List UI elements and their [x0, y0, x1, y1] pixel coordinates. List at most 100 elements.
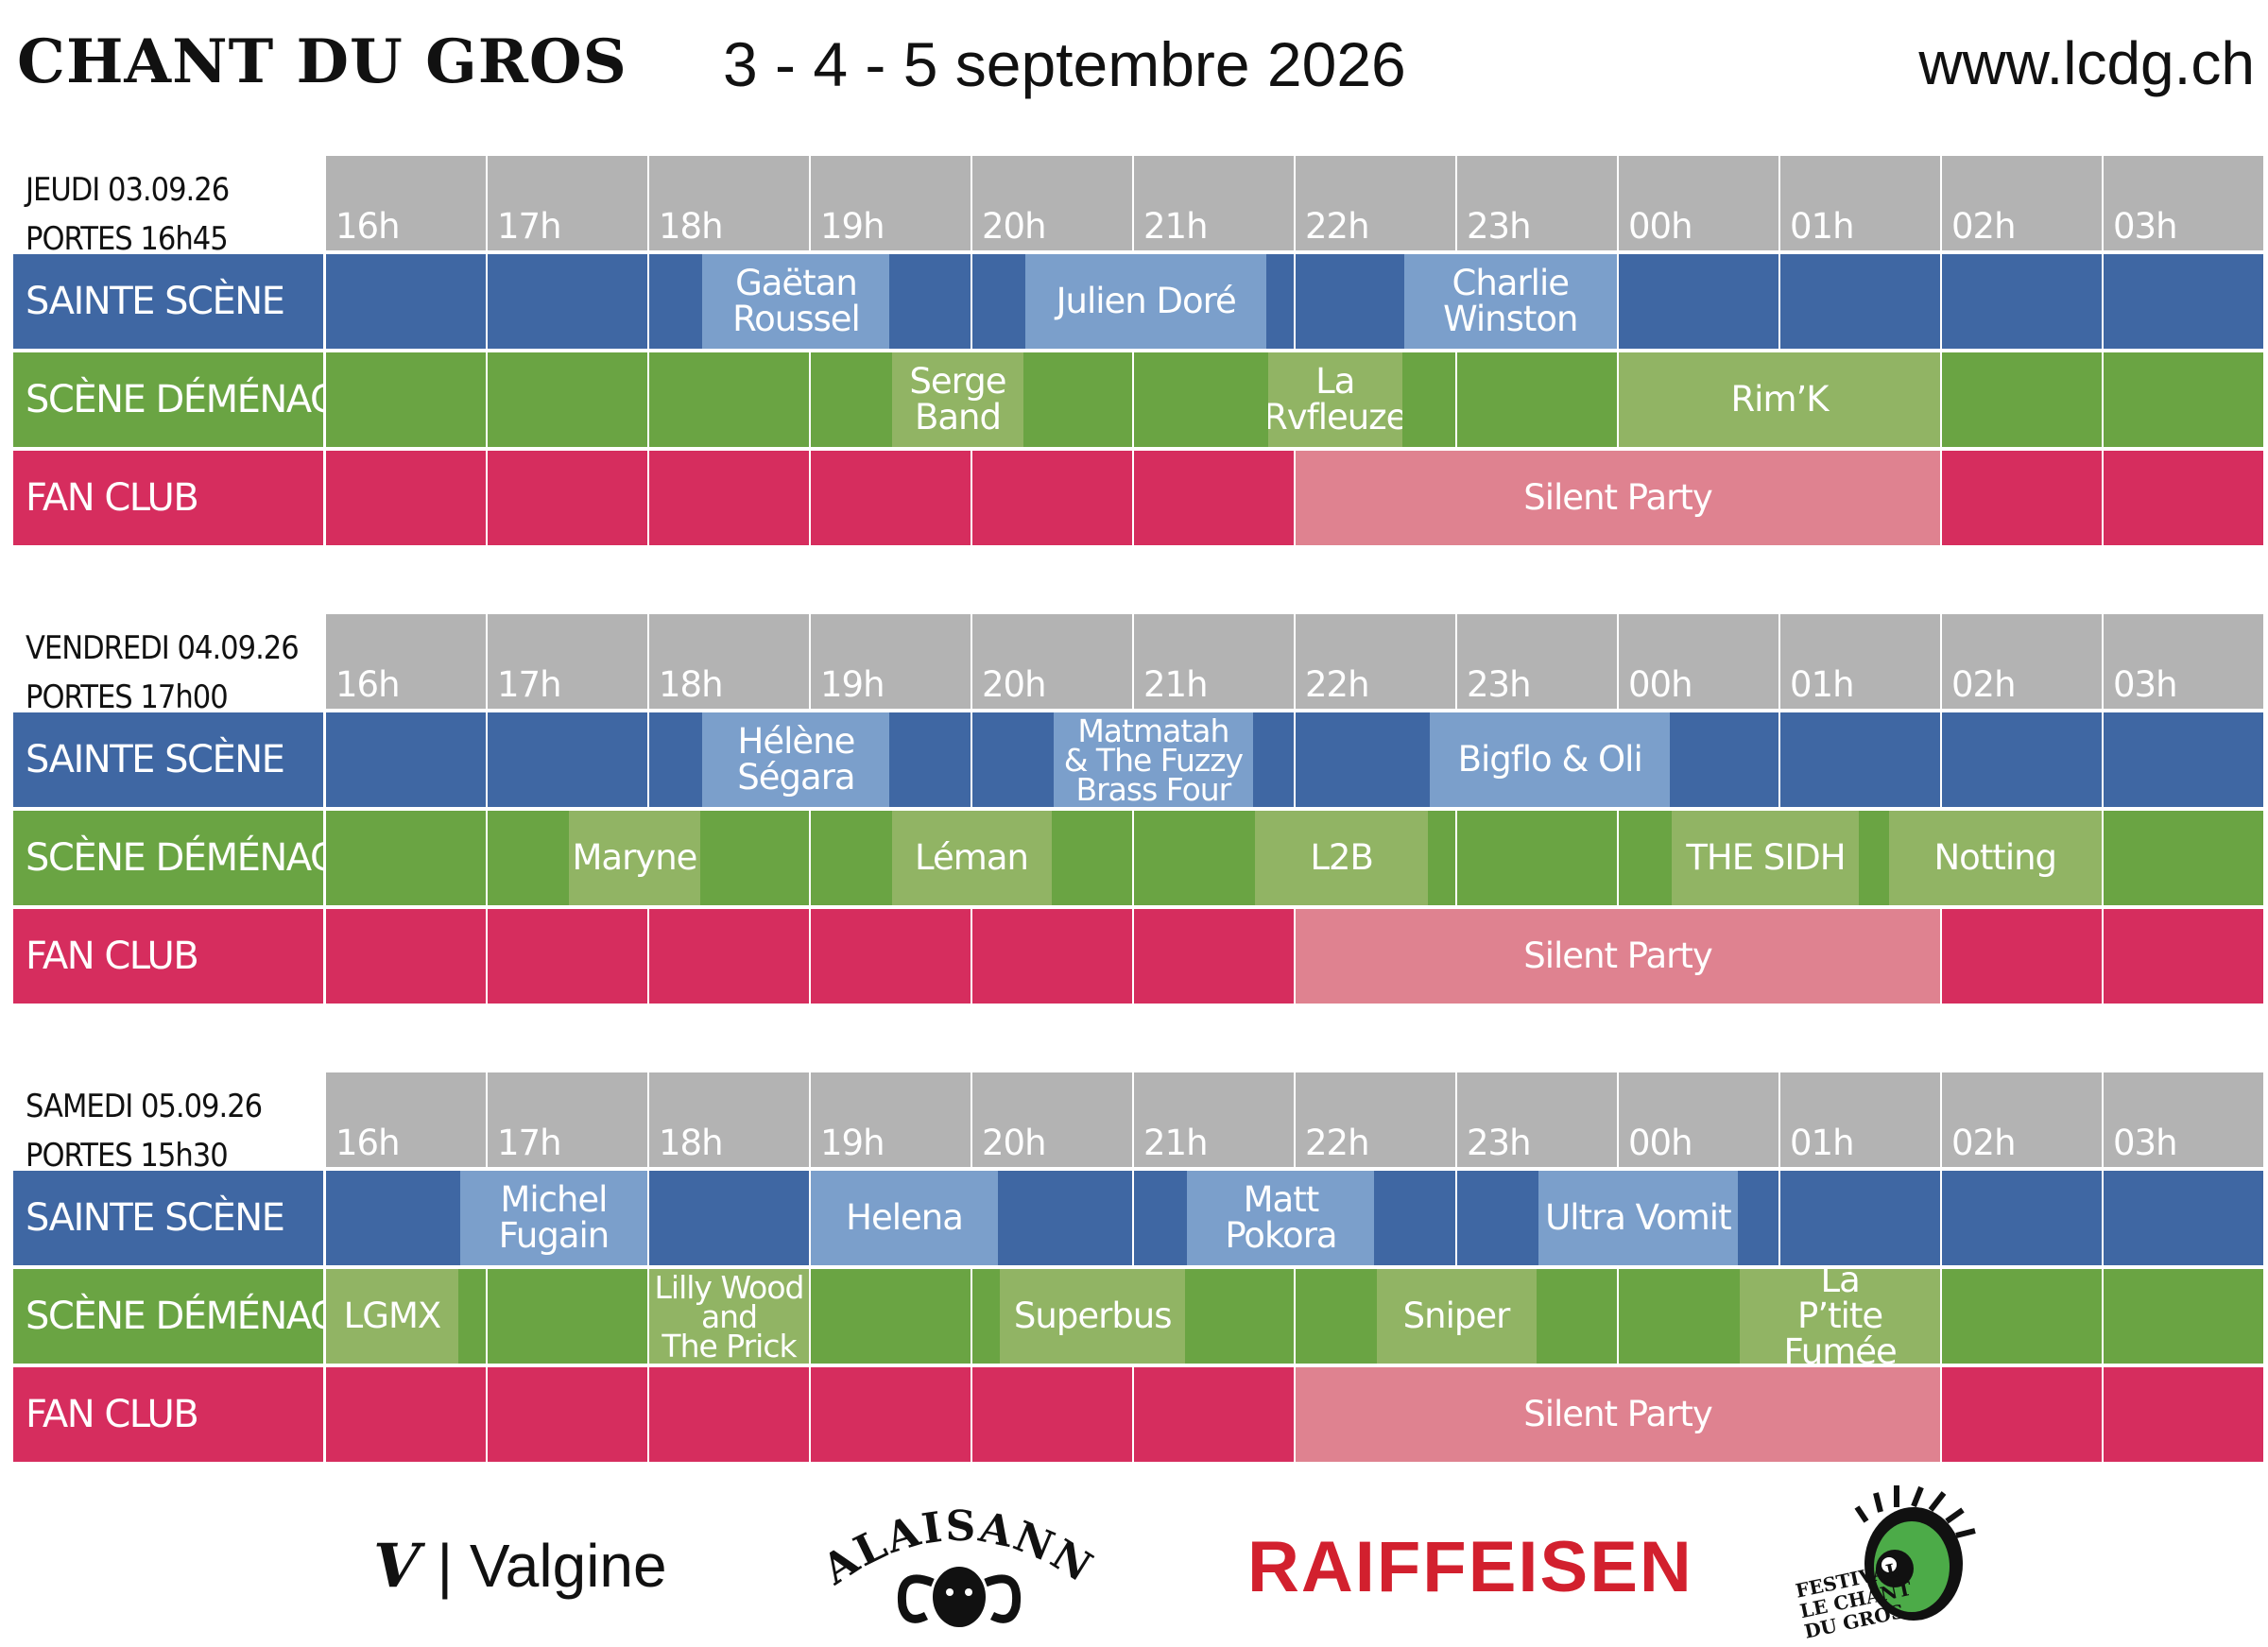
hour-header: 01h: [1780, 156, 1940, 250]
hour-header: 00h: [1619, 614, 1778, 709]
day-label: SAMEDI 05.09.26 PORTES 15h30: [26, 1082, 328, 1180]
hour-header: 16h: [326, 156, 486, 250]
valgine-logo: V | Valgine: [373, 1531, 667, 1602]
stage-row-demenage: SCÈNE DÉMÉNAGE LGMX Lilly Wood and The Pri…: [0, 1269, 2268, 1364]
performance-block[interactable]: Helena: [811, 1171, 999, 1265]
sponsors-bar: V | Valgine VALAISANNE RAIFFEISEN FESTIV…: [0, 1474, 2268, 1647]
stage-row-fanclub: FAN CLUB Silent Party: [0, 1367, 2268, 1462]
hour-header: 19h: [811, 156, 971, 250]
hour-label: 17h: [497, 206, 562, 247]
performance-block[interactable]: Silent Party: [1296, 451, 1940, 545]
raiffeisen-logo: RAIFFEISEN: [1247, 1527, 1693, 1607]
performance-block[interactable]: THE SIDH: [1672, 811, 1860, 905]
performance-block[interactable]: Rim’K: [1619, 352, 1940, 447]
hour-label: 20h: [982, 206, 1047, 247]
performance-block[interactable]: Hélène Ségara: [702, 712, 890, 807]
schedule-cell: [1942, 1367, 2102, 1462]
performance-block[interactable]: Matt Pokora: [1187, 1171, 1375, 1265]
performance-block[interactable]: Serge Band: [891, 352, 1024, 447]
performance-block[interactable]: Ultra Vomit: [1538, 1171, 1739, 1265]
schedule-cell: [1942, 352, 2102, 447]
hour-label: 18h: [659, 206, 724, 247]
performance-block[interactable]: Sniper: [1376, 1269, 1537, 1364]
stage-row-sainte: SAINTE SCÈNE Hélène Ségara Matmatah & The …: [0, 712, 2268, 807]
performance-block[interactable]: Gaëtan Roussel: [702, 254, 890, 349]
performance-block[interactable]: La Rvfleuze: [1267, 352, 1402, 447]
hour-header: 02h: [1942, 614, 2102, 709]
hour-header: 20h: [972, 1072, 1132, 1167]
schedule-cell: [1134, 909, 1294, 1004]
performance-block[interactable]: Silent Party: [1296, 909, 1940, 1004]
hour-header: 01h: [1780, 1072, 1940, 1167]
performance-block[interactable]: Maryne: [568, 811, 701, 905]
schedule-cell: [1780, 1171, 1940, 1265]
performance-block[interactable]: Matmatah & The Fuzzy Brass Four: [1053, 712, 1254, 807]
hour-label: 00h: [1628, 206, 1693, 247]
artist-name: Léman: [915, 837, 1029, 878]
schedule-cell: [1134, 1367, 1294, 1462]
performance-block[interactable]: Superbus: [1000, 1269, 1186, 1364]
valgine-mark: V: [373, 1531, 421, 1602]
hour-label: 00h: [1628, 664, 1693, 705]
schedule-cell: [649, 451, 809, 545]
performance-block[interactable]: L2B: [1255, 811, 1428, 905]
lcdg-eye-logo: FESTIVAL LE CHANT DU GROS: [1794, 1485, 1976, 1643]
hour-header: 20h: [972, 614, 1132, 709]
hour-label: 17h: [497, 664, 562, 705]
hour-header: 22h: [1296, 156, 1455, 250]
schedule-cell: [1134, 352, 1294, 447]
performance-block[interactable]: La P’tite Fumée: [1740, 1269, 1940, 1364]
hour-header: 20h: [972, 156, 1132, 250]
schedule-cell: [2104, 451, 2263, 545]
stage-label: SAINTE SCÈNE: [13, 254, 323, 349]
doors-time: PORTES 17h00: [26, 678, 229, 716]
performance-block[interactable]: Lilly Wood and The Prick: [649, 1269, 809, 1364]
schedule-cell: [1942, 1269, 2102, 1364]
artist-name: Silent Party: [1523, 1394, 1712, 1434]
performance-block[interactable]: Léman: [891, 811, 1052, 905]
performance-block[interactable]: Notting: [1888, 811, 2102, 905]
festival-url[interactable]: www.lcdg.ch: [1918, 29, 2255, 97]
hour-header: 18h: [649, 156, 809, 250]
hour-header: 16h: [326, 1072, 486, 1167]
stage-label: SCÈNE DÉMÉNAGE: [13, 1269, 362, 1364]
performance-block[interactable]: Silent Party: [1296, 1367, 1940, 1462]
hour-header: 17h: [488, 1072, 647, 1167]
hour-label: 01h: [1790, 664, 1855, 705]
schedule-cell: [1942, 1171, 2102, 1265]
schedule-cell: [488, 1367, 647, 1462]
performance-block[interactable]: Charlie Winston: [1403, 254, 1617, 349]
festival-dates: 3 - 4 - 5 septembre 2026: [723, 29, 1406, 99]
day-date: SAMEDI 05.09.26: [26, 1088, 263, 1125]
schedule-cell: [2104, 1269, 2263, 1364]
schedule-cell: [326, 811, 486, 905]
artist-name: Ultra Vomit: [1545, 1197, 1731, 1238]
artist-name: Maryne: [572, 837, 698, 878]
schedule-cell: [2104, 352, 2263, 447]
schedule-cell: [326, 1367, 486, 1462]
performance-block[interactable]: Julien Doré: [1025, 254, 1266, 349]
schedule-cell: [1134, 451, 1294, 545]
stage-row-sainte: SAINTE SCÈNE Michel Fugain Helena Matt Poko…: [0, 1171, 2268, 1265]
hour-header: 21h: [1134, 614, 1294, 709]
stage-label: FAN CLUB: [13, 451, 323, 545]
artist-name: Superbus: [1013, 1295, 1173, 1336]
stage-label: SAINTE SCÈNE: [13, 712, 323, 807]
schedule-cell: [1942, 451, 2102, 545]
stage-row-demenage: SCÈNE DÉMÉNAGE Maryne Léman L2B THE SIDH Nott…: [0, 811, 2268, 905]
schedule-cell: [326, 909, 486, 1004]
artist-name: L2B: [1310, 837, 1374, 878]
schedule-cell: [1457, 811, 1617, 905]
hour-label: 00h: [1628, 1123, 1693, 1163]
performance-block[interactable]: Michel Fugain: [459, 1171, 647, 1265]
performance-block[interactable]: LGMX: [326, 1269, 458, 1364]
day-label: JEUDI 03.09.26 PORTES 16h45: [26, 165, 328, 264]
performance-block[interactable]: Bigflo & Oli: [1429, 712, 1671, 807]
hour-label: 21h: [1143, 206, 1209, 247]
hour-header: 00h: [1619, 156, 1778, 250]
hour-header: 22h: [1296, 1072, 1455, 1167]
hour-header: 16h: [326, 614, 486, 709]
schedule-cell: [972, 909, 1132, 1004]
artist-name: Silent Party: [1523, 477, 1712, 518]
doors-time: PORTES 15h30: [26, 1137, 229, 1175]
